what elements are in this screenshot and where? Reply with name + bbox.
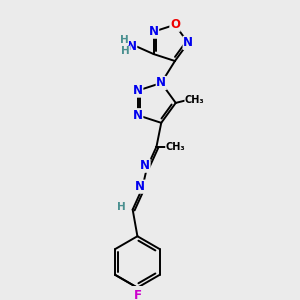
Text: F: F — [134, 289, 141, 300]
Text: N: N — [127, 40, 137, 53]
Text: N: N — [156, 76, 166, 89]
Text: N: N — [183, 36, 193, 50]
Text: N: N — [135, 180, 145, 193]
Text: H: H — [121, 46, 129, 56]
Text: N: N — [140, 159, 150, 172]
Text: N: N — [148, 25, 159, 38]
Text: O: O — [170, 18, 180, 31]
Text: N: N — [133, 109, 143, 122]
Text: N: N — [133, 84, 143, 97]
Text: CH₃: CH₃ — [185, 95, 205, 105]
Text: H: H — [120, 35, 128, 45]
Text: H: H — [117, 202, 126, 212]
Text: CH₃: CH₃ — [166, 142, 185, 152]
